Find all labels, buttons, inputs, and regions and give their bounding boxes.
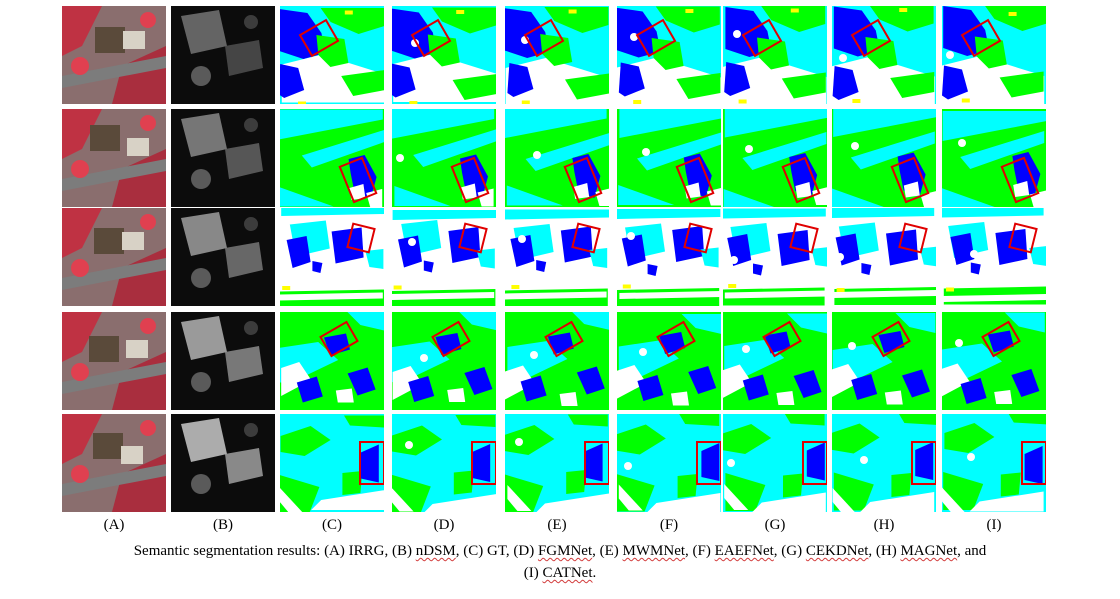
- col-label-c: (C): [322, 517, 342, 533]
- caption-term-catnet: CATNet: [542, 565, 593, 581]
- col-label-g: (G): [764, 517, 786, 533]
- segmentation-map-tile: [832, 6, 936, 104]
- figure-grid: [62, 6, 1046, 512]
- caption-text: , (E): [592, 543, 623, 559]
- segmentation-map-tile: [617, 312, 721, 410]
- segmentation-map-tile: [392, 312, 496, 410]
- segmentation-map-tile: [505, 208, 609, 306]
- col-label-a: (A): [103, 517, 125, 533]
- caption-term-eaefnet: EAEFNet: [714, 543, 774, 559]
- segmentation-map-tile: [942, 109, 1046, 207]
- caption-text: Semantic segmentation results: (A) IRRG,…: [133, 543, 416, 559]
- irrg-image-tile: [62, 414, 166, 512]
- caption-text: , (G): [773, 543, 806, 559]
- ndsm-image-tile: [171, 109, 275, 207]
- segmentation-map-tile: [280, 208, 384, 306]
- segmentation-map-tile: [505, 312, 609, 410]
- caption-term-mwmnet: MWMNet: [622, 543, 686, 559]
- irrg-image-tile: [62, 208, 166, 306]
- segmentation-map-tile: [392, 6, 496, 104]
- caption-term-magnet: MAGNet: [900, 543, 958, 559]
- caption-text: , (F): [685, 543, 715, 559]
- segmentation-map-tile: [723, 208, 827, 306]
- caption-term-fgmnet: FGMNet: [537, 543, 593, 559]
- segmentation-map-tile: [942, 6, 1046, 104]
- segmentation-map-tile: [942, 414, 1046, 512]
- segmentation-map-tile: [280, 312, 384, 410]
- segmentation-map-tile: [505, 414, 609, 512]
- segmentation-map-tile: [832, 312, 936, 410]
- segmentation-map-tile: [942, 208, 1046, 306]
- caption-term-ndsm: nDSM: [415, 543, 456, 559]
- segmentation-map-tile: [392, 109, 496, 207]
- segmentation-map-tile: [392, 414, 496, 512]
- segmentation-map-tile: [392, 208, 496, 306]
- col-label-e: (E): [547, 517, 567, 533]
- col-label-i: (I): [986, 517, 1002, 533]
- segmentation-map-tile: [723, 414, 827, 512]
- caption-text: .: [592, 565, 597, 581]
- col-label-f: (F): [659, 517, 679, 533]
- segmentation-map-tile: [617, 208, 721, 306]
- segmentation-map-tile: [280, 414, 384, 512]
- segmentation-map-tile: [832, 109, 936, 207]
- ndsm-image-tile: [171, 208, 275, 306]
- ndsm-image-tile: [171, 6, 275, 104]
- caption-text: , (H): [868, 543, 901, 559]
- col-label-h: (H): [873, 517, 895, 533]
- col-label-b: (B): [213, 517, 233, 533]
- segmentation-map-tile: [723, 6, 827, 104]
- segmentation-map-tile: [617, 109, 721, 207]
- segmentation-map-tile: [723, 109, 827, 207]
- irrg-image-tile: [62, 312, 166, 410]
- segmentation-map-tile: [942, 312, 1046, 410]
- caption-term-cekdnet: CEKDNet: [805, 543, 869, 559]
- segmentation-map-tile: [280, 6, 384, 104]
- ndsm-image-tile: [171, 414, 275, 512]
- segmentation-map-tile: [723, 312, 827, 410]
- segmentation-map-tile: [617, 6, 721, 104]
- col-label-d: (D): [433, 517, 455, 533]
- caption-text: , and: [957, 543, 987, 559]
- figure-caption: Semantic segmentation results: (A) IRRG,…: [0, 540, 1120, 584]
- ndsm-image-tile: [171, 312, 275, 410]
- segmentation-map-tile: [617, 414, 721, 512]
- caption-text: (I): [523, 565, 543, 581]
- segmentation-map-tile: [832, 208, 936, 306]
- irrg-image-tile: [62, 109, 166, 207]
- irrg-image-tile: [62, 6, 166, 104]
- segmentation-map-tile: [832, 414, 936, 512]
- segmentation-map-tile: [280, 109, 384, 207]
- segmentation-map-tile: [505, 6, 609, 104]
- segmentation-map-tile: [505, 109, 609, 207]
- caption-text: , (C) GT, (D): [455, 543, 538, 559]
